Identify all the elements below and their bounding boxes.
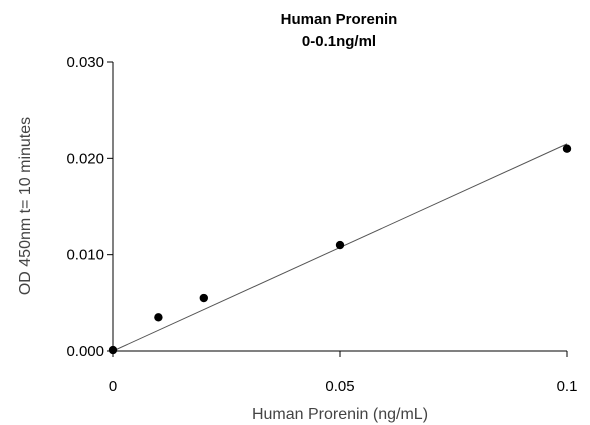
y-axis-label: OD 450nm t= 10 minutes — [17, 117, 34, 295]
y-ticks: 0.000 0.010 0.020 0.030 — [66, 54, 113, 360]
data-point — [108, 345, 118, 355]
y-tick-label: 0.020 — [66, 150, 104, 167]
y-tick-label: 0.000 — [66, 343, 104, 360]
x-ticks: 0 0.05 0.1 — [109, 351, 578, 395]
x-tick-label: 0 — [109, 378, 117, 395]
chart-subtitle: 0-0.1ng/ml — [302, 33, 376, 50]
y-tick-label: 0.030 — [66, 54, 104, 71]
x-tick-label: 0.1 — [557, 378, 578, 395]
plot-frame — [112, 62, 567, 352]
x-axis-label: Human Prorenin (ng/mL) — [252, 406, 428, 423]
data-point — [154, 313, 163, 322]
x-tick-label: 0.05 — [325, 378, 354, 395]
data-point — [335, 240, 345, 250]
y-tick-label: 0.010 — [66, 247, 104, 264]
data-points — [108, 144, 572, 355]
chart-title: Human Prorenin — [281, 11, 398, 28]
data-point — [199, 293, 208, 303]
data-point — [562, 144, 572, 153]
